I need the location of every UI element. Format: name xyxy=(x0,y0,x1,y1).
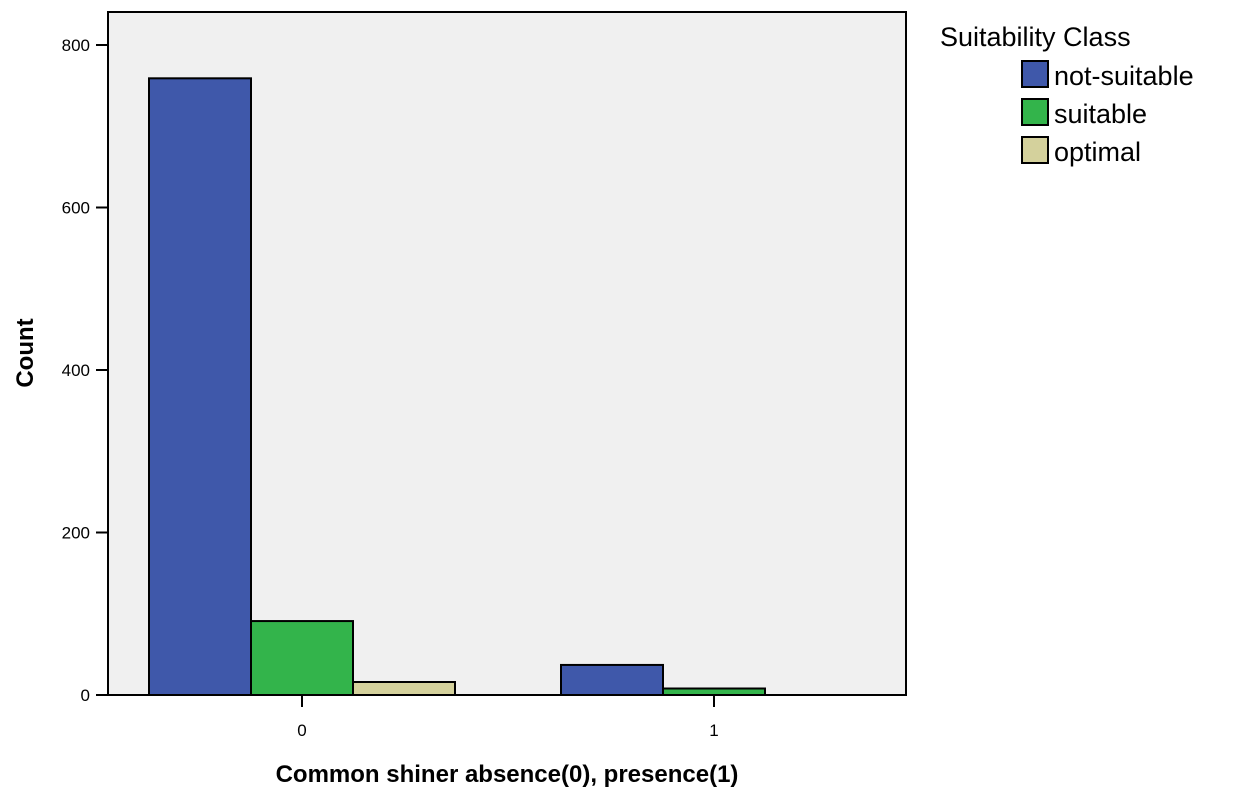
y-tick-label: 200 xyxy=(62,524,90,543)
bar-optimal-0 xyxy=(352,681,456,696)
bar-not-suitable-1 xyxy=(560,663,664,696)
legend-title: Suitability Class xyxy=(940,22,1131,52)
y-tick-label: 0 xyxy=(81,686,90,705)
bar-not-suitable-0 xyxy=(148,77,252,696)
y-tick-label: 400 xyxy=(62,361,90,380)
y-axis-title: Count xyxy=(12,318,39,387)
legend-swatch-suitable xyxy=(1021,98,1049,126)
x-tick-label: 1 xyxy=(709,721,718,740)
legend-label-optimal: optimal xyxy=(1054,137,1141,167)
bar-suitable-1 xyxy=(662,687,766,696)
y-axis: 0 200 400 600 800 xyxy=(62,36,108,705)
x-tick-label: 0 xyxy=(297,721,306,740)
legend-swatch-optimal xyxy=(1021,136,1049,164)
y-tick-label: 800 xyxy=(62,36,90,55)
y-tick-label: 600 xyxy=(62,199,90,218)
bars-layer xyxy=(148,77,766,696)
legend-swatch-not-suitable xyxy=(1021,60,1049,88)
bar-suitable-0 xyxy=(250,620,354,696)
x-axis-title: Common shiner absence(0), presence(1) xyxy=(276,761,739,787)
legend-label-not-suitable: not-suitable xyxy=(1054,61,1194,91)
legend-label-suitable: suitable xyxy=(1054,99,1147,129)
legend: Suitability Class not-suitable suitable op… xyxy=(940,22,1194,167)
